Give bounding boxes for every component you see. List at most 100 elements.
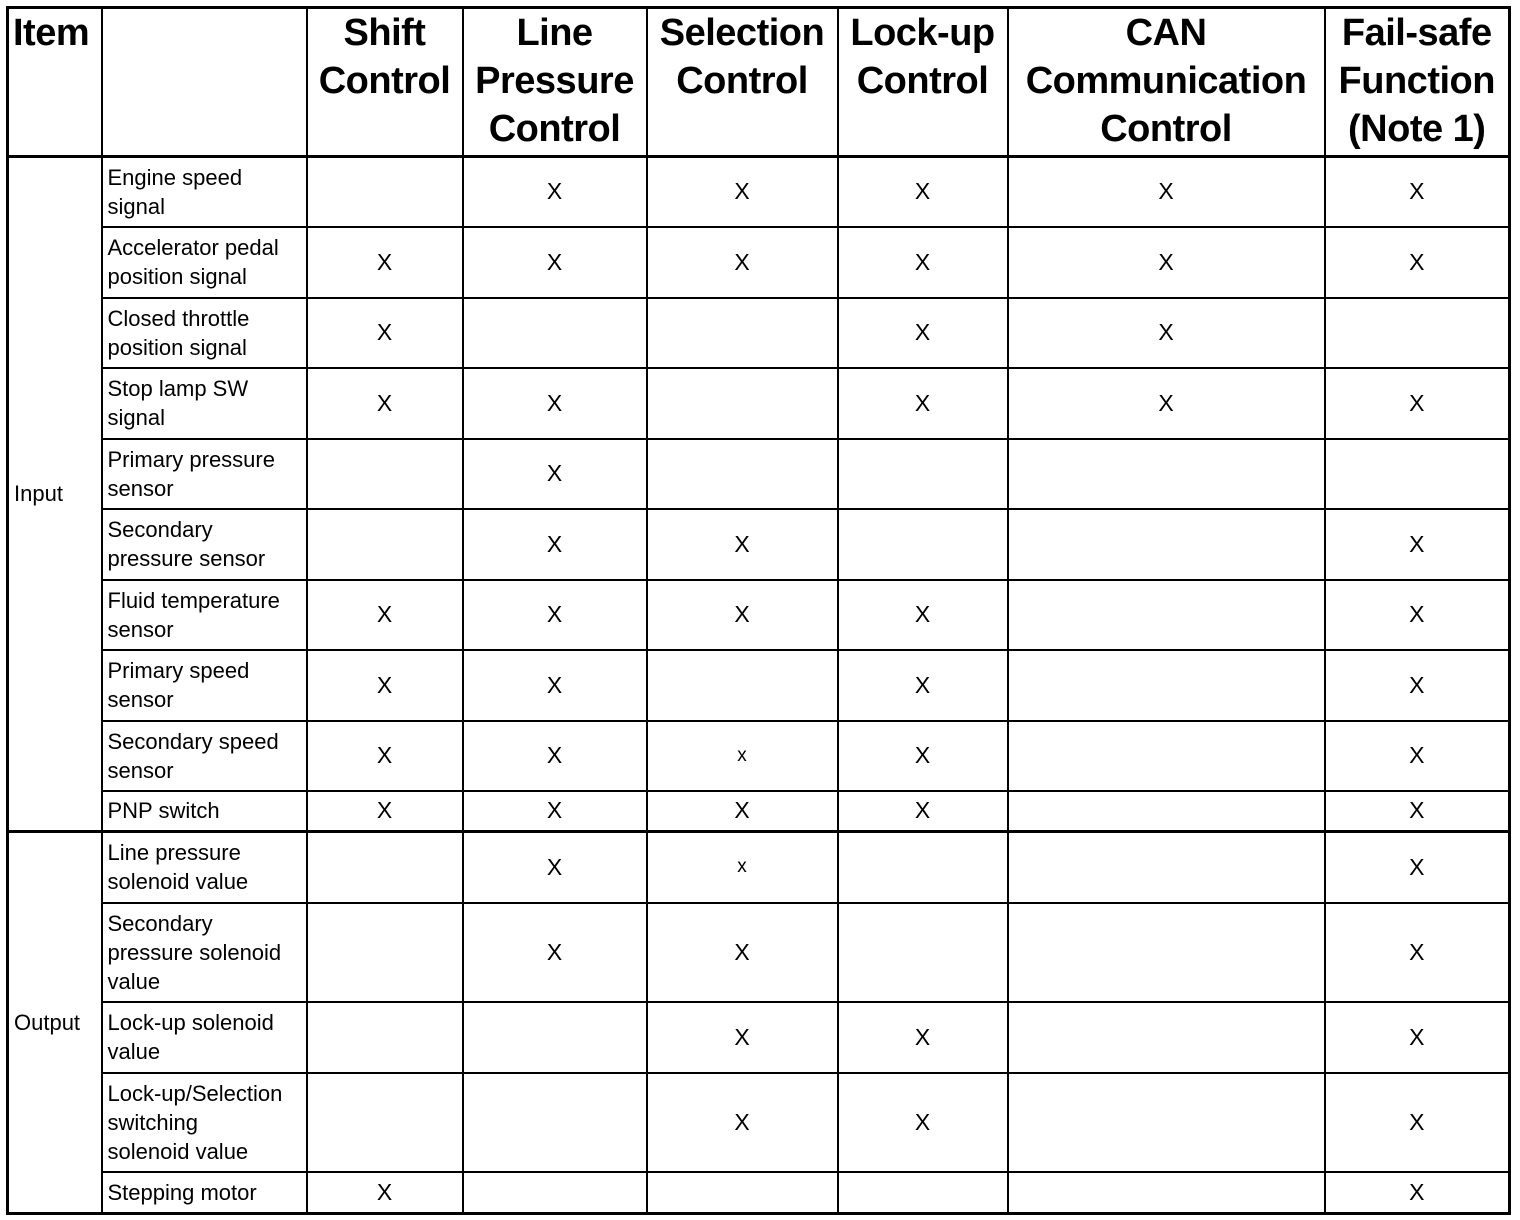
header-can-communication-control: CAN Communication Control xyxy=(1006,6,1326,158)
mark-cell xyxy=(1006,789,1326,833)
mark-cell xyxy=(836,437,1009,510)
mark-cell: X xyxy=(461,648,648,722)
mark-cell: X xyxy=(836,296,1009,369)
mark-cell: X xyxy=(1323,366,1511,440)
mark-cell: X xyxy=(1323,507,1511,581)
mark-cell: X xyxy=(645,1000,839,1074)
mark-cell xyxy=(1006,901,1326,1003)
mark-cell: X xyxy=(461,225,648,299)
mark-cell: X xyxy=(836,648,1009,722)
table-row: Primary speed sensor X X X X xyxy=(8,648,1511,722)
signal-label: Fluid temperature sensor xyxy=(100,578,308,651)
signal-label: Engine speed signal xyxy=(100,155,308,228)
mark-cell: X xyxy=(461,366,648,440)
mark-cell xyxy=(1006,578,1326,651)
mark-cell: X xyxy=(305,789,464,833)
table-row: Lock-up solenoid value X X X xyxy=(8,1000,1511,1074)
mark-cell: X xyxy=(645,578,839,651)
mark-cell xyxy=(1006,437,1326,510)
mark-cell xyxy=(645,366,839,440)
signal-label: Lock-up solenoid value xyxy=(100,1000,308,1074)
table-row: Stepping motor X X xyxy=(8,1170,1511,1215)
signal-label: Secondary pressure sensor xyxy=(100,507,308,581)
mark-cell xyxy=(305,155,464,228)
mark-cell: x xyxy=(645,830,839,904)
mark-cell xyxy=(305,901,464,1003)
header-selection-control: Selection Control xyxy=(645,6,839,158)
table-row: Input Engine speed signal X X X X X xyxy=(6,155,1511,833)
mark-cell: X xyxy=(836,719,1009,792)
mark-cell xyxy=(305,507,464,581)
mark-cell: X xyxy=(461,578,648,651)
mark-cell xyxy=(645,1170,839,1215)
mark-cell: X xyxy=(1323,789,1511,833)
mark-cell: X xyxy=(461,507,648,581)
signal-label: PNP switch xyxy=(100,789,308,833)
mark-cell: X xyxy=(461,155,648,228)
mark-cell xyxy=(1323,437,1511,510)
group-label: Input xyxy=(6,155,103,833)
mark-cell xyxy=(1006,1071,1326,1173)
mark-cell: x xyxy=(645,719,839,792)
mark-cell: X xyxy=(1323,1071,1511,1173)
mark-cell xyxy=(1323,296,1511,369)
mark-cell xyxy=(645,648,839,722)
mark-cell xyxy=(461,1170,648,1215)
mark-cell: X xyxy=(1006,155,1326,228)
mark-cell xyxy=(1006,507,1326,581)
header-shift-control: Shift Control xyxy=(305,6,464,158)
mark-cell: X xyxy=(1323,1000,1511,1074)
control-matrix-table: Item Shift Control Line Pressure Control… xyxy=(6,6,1511,1215)
mark-cell: X xyxy=(1323,830,1511,904)
mark-cell xyxy=(645,437,839,510)
mark-cell xyxy=(836,830,1009,904)
mark-cell xyxy=(836,901,1009,1003)
signal-label: Primary pressure sensor xyxy=(100,437,308,510)
signal-label: Stop lamp SW signal xyxy=(100,366,308,440)
header-lock-up-control: Lock-up Control xyxy=(836,6,1009,158)
table-row: Accelerator pedal position signal X X X X X X xyxy=(8,225,1511,299)
mark-cell: X xyxy=(305,719,464,792)
mark-cell: X xyxy=(305,225,464,299)
table-row: Fluid temperature sensor X X X X X xyxy=(8,578,1511,651)
signal-label: Stepping motor xyxy=(100,1170,308,1215)
mark-cell: X xyxy=(1323,225,1511,299)
mark-cell: X xyxy=(1323,1170,1511,1215)
header-blank xyxy=(100,6,308,158)
table-row: Lock-up/Selection switching solenoid val… xyxy=(8,1071,1511,1173)
table-row: Stop lamp SW signal X X X X X xyxy=(8,366,1511,440)
mark-cell xyxy=(461,1071,648,1173)
mark-cell xyxy=(1006,648,1326,722)
mark-cell: X xyxy=(836,789,1009,833)
mark-cell: X xyxy=(305,366,464,440)
mark-cell xyxy=(1006,830,1326,904)
mark-cell: X xyxy=(1323,155,1511,228)
mark-cell: X xyxy=(645,225,839,299)
signal-label: Secondary pressure solenoid value xyxy=(100,901,308,1003)
mark-cell: X xyxy=(305,648,464,722)
mark-cell: X xyxy=(1006,296,1326,369)
mark-cell: X xyxy=(645,507,839,581)
mark-cell xyxy=(1006,1000,1326,1074)
mark-cell xyxy=(305,1000,464,1074)
mark-cell: X xyxy=(836,366,1009,440)
mark-cell: X xyxy=(1323,648,1511,722)
signal-label: Primary speed sensor xyxy=(100,648,308,722)
mark-cell: X xyxy=(836,1071,1009,1173)
mark-cell xyxy=(461,1000,648,1074)
signal-label: Accelerator pedal position signal xyxy=(100,225,308,299)
mark-cell xyxy=(645,296,839,369)
header-item: Item xyxy=(6,6,103,158)
mark-cell: X xyxy=(461,719,648,792)
mark-cell: X xyxy=(1323,901,1511,1003)
mark-cell xyxy=(836,1170,1009,1215)
mark-cell: X xyxy=(305,296,464,369)
header-line-pressure-control: Line Pressure Control xyxy=(461,6,648,158)
mark-cell: X xyxy=(461,437,648,510)
mark-cell: X xyxy=(645,901,839,1003)
mark-cell: X xyxy=(836,155,1009,228)
signal-label: Line pressure solenoid value xyxy=(100,830,308,904)
mark-cell xyxy=(305,830,464,904)
